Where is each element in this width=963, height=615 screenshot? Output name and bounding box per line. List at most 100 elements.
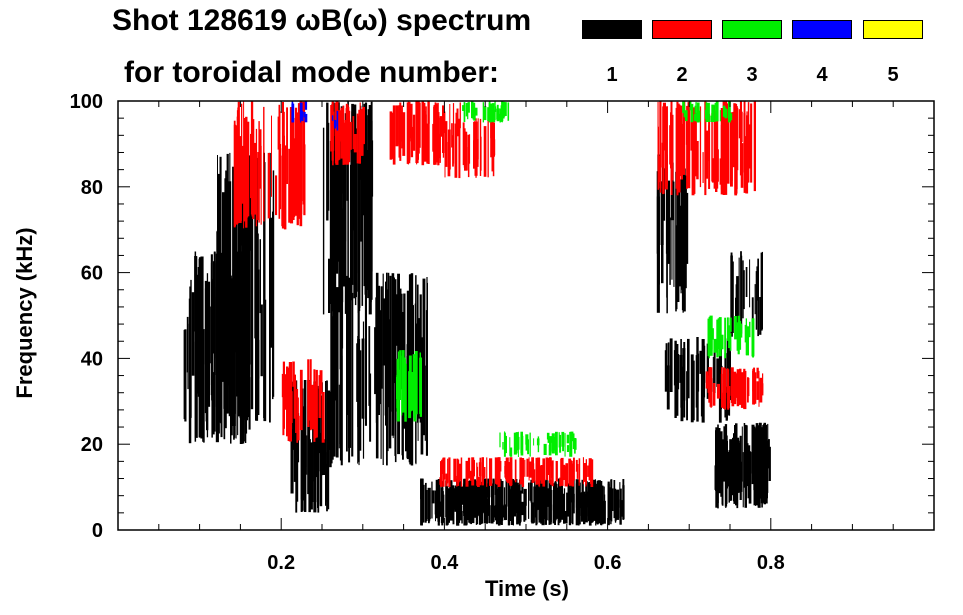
spectral-streak <box>703 370 706 398</box>
spectral-streak <box>254 176 256 339</box>
spectral-streak <box>695 355 698 408</box>
spectral-streak <box>529 461 532 478</box>
spectral-streak <box>339 382 341 461</box>
spectral-streak <box>756 381 760 400</box>
spectral-streak <box>254 142 257 215</box>
spectral-streak <box>336 110 339 131</box>
spectral-streak <box>719 110 721 122</box>
spectral-streak <box>442 458 445 487</box>
spectral-streak <box>445 473 449 484</box>
spectral-streak <box>711 113 713 182</box>
spectral-streak <box>687 102 691 189</box>
spectral-streak <box>312 406 314 502</box>
spectral-streak <box>519 457 522 485</box>
spectral-streak <box>759 377 763 403</box>
spectral-streak <box>539 465 542 481</box>
spectral-streak <box>517 490 520 518</box>
spectral-streak <box>340 112 343 143</box>
spectral-streak <box>540 465 543 484</box>
spectral-streak <box>263 152 265 419</box>
spectral-streak <box>307 380 310 495</box>
spectral-streak <box>751 455 754 485</box>
mode-1-region <box>730 251 763 337</box>
spectral-streak <box>550 457 552 485</box>
spectral-streak <box>600 481 603 526</box>
spectral-streak <box>448 457 451 487</box>
spectral-streak <box>669 217 671 285</box>
spectral-streak <box>740 111 743 143</box>
spectral-streak <box>458 463 462 481</box>
spectral-streak <box>260 145 262 225</box>
legend-swatch-mode-5 <box>863 20 923 39</box>
spectral-streak <box>382 273 384 465</box>
spectral-streak <box>489 458 493 486</box>
x-axis-title: Time (s) <box>485 576 569 601</box>
spectral-streak <box>319 432 323 507</box>
spectral-streak <box>547 435 550 443</box>
spectral-streak <box>456 475 458 487</box>
spectral-streak <box>401 350 405 413</box>
spectral-streak <box>724 317 727 359</box>
spectral-streak <box>318 375 322 418</box>
y-tick-label: 60 <box>81 263 103 285</box>
spectral-streak <box>497 488 500 523</box>
spectral-streak <box>443 111 446 134</box>
spectral-streak <box>570 460 573 482</box>
spectral-streak <box>416 101 420 154</box>
spectral-streak <box>762 425 765 503</box>
spectral-streak <box>714 103 716 122</box>
spectral-streak <box>662 168 666 221</box>
legend-swatch-mode-1 <box>582 20 642 39</box>
series-mode-2 <box>233 101 764 487</box>
spectral-streak <box>217 155 218 248</box>
spectral-streak <box>472 110 474 120</box>
spectral-streak <box>759 297 762 335</box>
spectral-streak <box>399 102 402 161</box>
spectral-streak <box>514 436 516 455</box>
spectral-streak <box>530 483 533 523</box>
spectral-streak <box>338 137 341 160</box>
spectral-streak <box>394 281 397 463</box>
spectral-streak <box>724 108 728 119</box>
spectral-streak <box>510 478 513 525</box>
mode-3-region <box>707 315 755 359</box>
spectral-streak <box>357 158 361 292</box>
spectral-streak <box>738 109 741 139</box>
spectral-streak <box>431 481 433 519</box>
spectral-streak <box>308 439 311 513</box>
spectral-streak <box>520 435 524 456</box>
spectral-streak <box>228 181 232 326</box>
spectral-streak <box>500 111 503 122</box>
spectral-streak <box>460 457 463 487</box>
spectral-streak <box>696 337 699 422</box>
spectral-streak <box>300 408 303 512</box>
spectral-streak <box>680 383 684 422</box>
spectral-streak <box>439 116 443 137</box>
spectral-streak <box>545 496 547 525</box>
spectral-streak <box>471 101 474 119</box>
spectral-streak <box>435 103 438 144</box>
spectral-streak <box>299 102 303 121</box>
spectral-streak <box>301 113 303 215</box>
spectral-streak <box>432 124 435 151</box>
spectral-streak <box>548 480 551 525</box>
spectral-streak <box>736 369 740 407</box>
spectral-streak <box>706 343 709 399</box>
spectral-streak <box>574 438 577 447</box>
spectral-streak <box>699 106 702 188</box>
spectral-streak <box>503 487 506 512</box>
spectral-streak <box>441 481 443 525</box>
spectral-streak <box>505 435 507 454</box>
spectral-streak <box>462 122 465 166</box>
spectral-streak <box>187 323 189 390</box>
spectral-streak <box>509 460 512 487</box>
spectral-streak <box>472 481 474 494</box>
spectral-streak <box>212 372 215 435</box>
spectral-streak <box>344 120 347 164</box>
spectral-streak <box>495 479 498 518</box>
spectral-streak <box>675 171 677 312</box>
spectral-streak <box>401 113 404 138</box>
spectral-streak <box>686 192 689 264</box>
spectral-streak <box>622 485 625 519</box>
spectral-streak <box>459 506 462 520</box>
